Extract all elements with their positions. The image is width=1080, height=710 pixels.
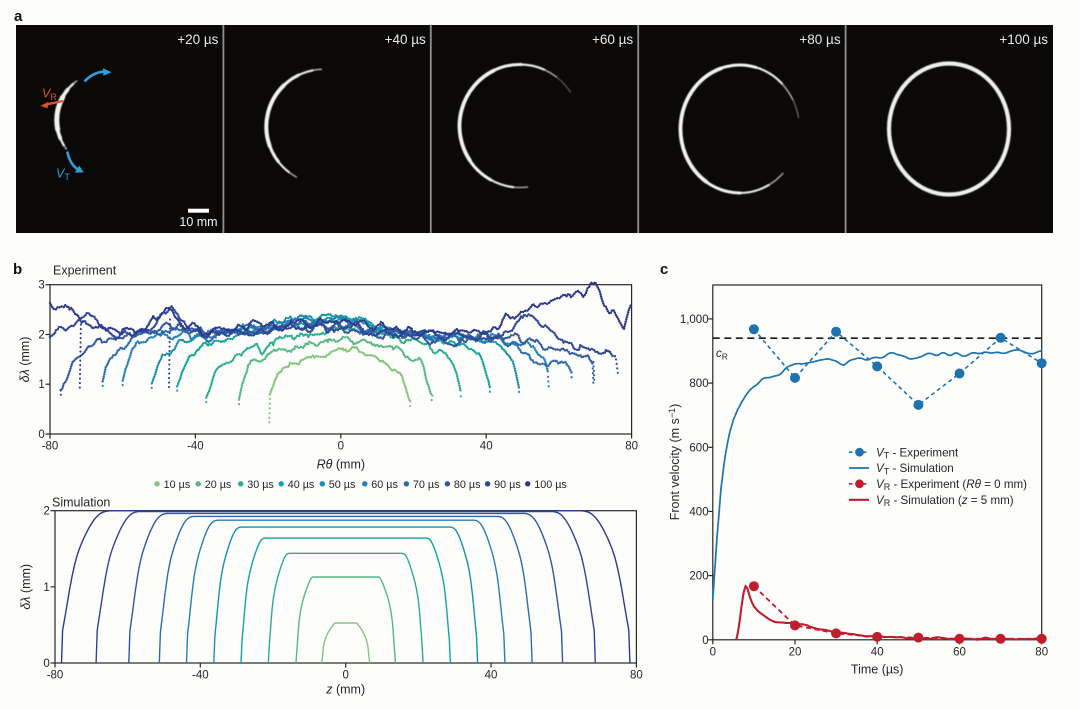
svg-text:1,000: 1,000 <box>680 314 709 326</box>
svg-text:80: 80 <box>630 670 643 682</box>
svg-text:c: c <box>660 261 668 278</box>
svg-text:3: 3 <box>38 280 44 292</box>
svg-text:Experiment: Experiment <box>53 264 117 278</box>
svg-text:+60 µs: +60 µs <box>592 32 633 47</box>
svg-text:800: 800 <box>689 378 708 390</box>
svg-text:+80 µs: +80 µs <box>799 32 840 47</box>
svg-text:0: 0 <box>342 670 348 682</box>
svg-text:40: 40 <box>485 670 498 682</box>
svg-text:20: 20 <box>789 646 802 658</box>
svg-text:Time (µs): Time (µs) <box>851 663 904 677</box>
svg-text:-40: -40 <box>192 670 209 682</box>
svg-text:70 µs: 70 µs <box>413 479 440 491</box>
svg-text:0: 0 <box>702 635 708 647</box>
svg-text:100 µs: 100 µs <box>534 479 567 491</box>
svg-text:Simulation: Simulation <box>52 496 110 510</box>
svg-text:80: 80 <box>1035 646 1048 658</box>
svg-text:+20 µs: +20 µs <box>177 32 218 47</box>
svg-text:200: 200 <box>689 571 708 583</box>
svg-text:+40 µs: +40 µs <box>385 32 426 47</box>
svg-text:-80: -80 <box>47 670 64 682</box>
svg-text:1: 1 <box>43 582 49 594</box>
svg-text:-80: -80 <box>42 441 59 453</box>
svg-text:VT - Simulation: VT - Simulation <box>876 462 954 476</box>
svg-text:80 µs: 80 µs <box>454 479 481 491</box>
svg-text:80: 80 <box>625 441 638 453</box>
svg-text:10 µs: 10 µs <box>164 479 191 491</box>
svg-text:Front velocity (m s−1): Front velocity (m s−1) <box>667 404 682 521</box>
svg-text:90 µs: 90 µs <box>494 479 521 491</box>
svg-text:600: 600 <box>689 442 708 454</box>
svg-text:0: 0 <box>38 429 44 441</box>
svg-text:30 µs: 30 µs <box>247 479 274 491</box>
svg-text:Rθ (mm): Rθ (mm) <box>317 458 365 472</box>
svg-text:400: 400 <box>689 506 708 518</box>
svg-text:δλ (mm): δλ (mm) <box>19 564 33 610</box>
svg-text:0: 0 <box>710 646 716 658</box>
svg-text:+100 µs: +100 µs <box>999 32 1048 47</box>
svg-text:-40: -40 <box>187 441 204 453</box>
svg-text:10 mm: 10 mm <box>179 215 217 229</box>
svg-text:1: 1 <box>38 379 44 391</box>
svg-text:VR - Simulation (z = 5 mm): VR - Simulation (z = 5 mm) <box>876 494 1014 508</box>
svg-text:0: 0 <box>338 441 344 453</box>
svg-text:a: a <box>14 8 23 25</box>
svg-text:VT - Experiment: VT - Experiment <box>876 446 959 460</box>
svg-text:b: b <box>13 261 22 278</box>
svg-text:40: 40 <box>871 646 884 658</box>
svg-text:20 µs: 20 µs <box>205 479 232 491</box>
svg-text:50 µs: 50 µs <box>329 479 356 491</box>
svg-text:VR - Experiment (Rθ = 0 mm): VR - Experiment (Rθ = 0 mm) <box>876 478 1027 492</box>
svg-text:60 µs: 60 µs <box>371 479 398 491</box>
svg-text:cR: cR <box>716 348 728 362</box>
svg-text:2: 2 <box>38 330 44 342</box>
svg-text:40: 40 <box>480 441 493 453</box>
svg-text:60: 60 <box>953 646 966 658</box>
svg-text:z (mm): z (mm) <box>325 683 365 697</box>
svg-text:δλ (mm): δλ (mm) <box>18 337 32 383</box>
svg-text:0: 0 <box>43 658 49 670</box>
svg-text:2: 2 <box>43 506 49 518</box>
svg-text:40 µs: 40 µs <box>288 479 315 491</box>
